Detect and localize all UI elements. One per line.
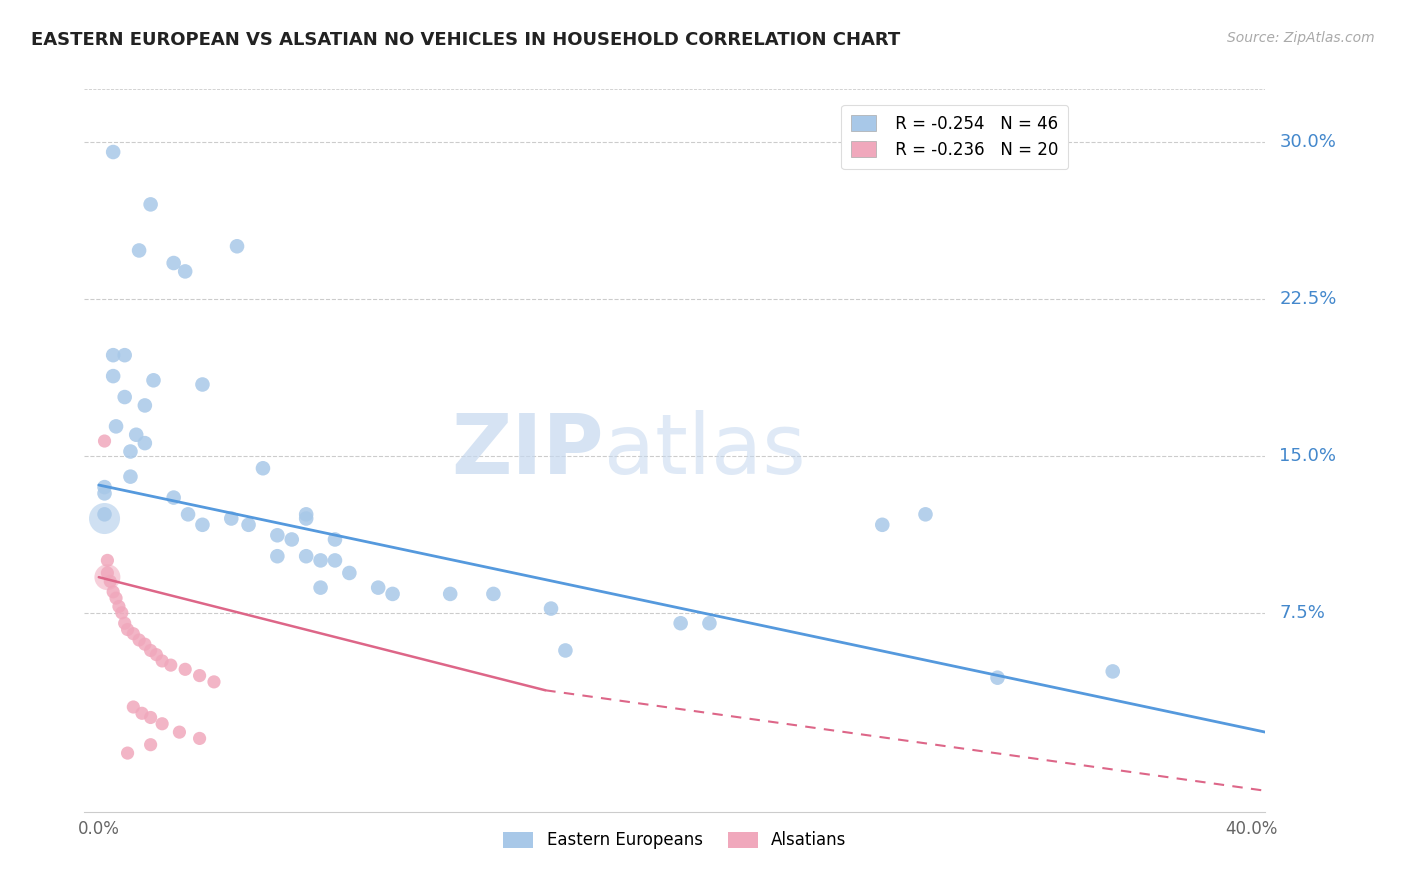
Point: [381, 587, 404, 601]
Point: [117, 623, 139, 637]
Point: [163, 491, 186, 505]
Point: [139, 197, 162, 211]
Text: ZIP: ZIP: [451, 410, 605, 491]
Point: [93, 511, 115, 525]
Point: [150, 654, 173, 668]
Point: [98, 574, 121, 589]
Point: [295, 549, 318, 564]
Point: [188, 668, 211, 682]
Point: [134, 637, 156, 651]
Point: [93, 486, 115, 500]
Point: [128, 632, 150, 647]
Point: [142, 373, 165, 387]
Point: [163, 256, 186, 270]
Point: [169, 725, 191, 739]
Point: [554, 643, 576, 657]
Text: 7.5%: 7.5%: [1279, 604, 1326, 622]
Point: [134, 436, 156, 450]
Point: [669, 616, 692, 631]
Point: [108, 599, 131, 614]
Point: [191, 377, 214, 392]
Point: [101, 584, 124, 599]
Point: [96, 553, 118, 567]
Point: [114, 616, 136, 631]
Text: Source: ZipAtlas.com: Source: ZipAtlas.com: [1227, 31, 1375, 45]
Point: [96, 566, 118, 580]
Point: [120, 469, 142, 483]
Point: [105, 591, 128, 606]
Point: [101, 145, 124, 159]
Point: [150, 716, 173, 731]
Point: [128, 244, 150, 258]
Point: [93, 434, 115, 448]
Text: EASTERN EUROPEAN VS ALSATIAN NO VEHICLES IN HOUSEHOLD CORRELATION CHART: EASTERN EUROPEAN VS ALSATIAN NO VEHICLES…: [31, 31, 900, 49]
Point: [309, 553, 332, 567]
Text: 22.5%: 22.5%: [1279, 290, 1337, 308]
Text: atlas: atlas: [605, 410, 806, 491]
Point: [202, 674, 225, 689]
Point: [111, 606, 134, 620]
Point: [122, 626, 145, 640]
Point: [337, 566, 360, 580]
Point: [281, 533, 304, 547]
Point: [323, 533, 346, 547]
Point: [252, 461, 274, 475]
Point: [266, 549, 288, 564]
Point: [986, 671, 1008, 685]
Point: [174, 662, 197, 676]
Point: [872, 517, 894, 532]
Point: [219, 511, 242, 525]
Point: [101, 369, 124, 384]
Point: [139, 643, 162, 657]
Point: [439, 587, 461, 601]
Point: [174, 264, 197, 278]
Point: [117, 746, 139, 760]
Point: [101, 348, 124, 362]
Point: [93, 480, 115, 494]
Point: [120, 444, 142, 458]
Text: 30.0%: 30.0%: [1279, 133, 1336, 151]
Point: [139, 710, 162, 724]
Point: [295, 508, 318, 522]
Point: [191, 517, 214, 532]
Point: [226, 239, 249, 253]
Point: [105, 419, 128, 434]
Point: [914, 508, 936, 522]
Legend: Eastern Europeans, Alsatians: Eastern Europeans, Alsatians: [495, 823, 855, 857]
Point: [159, 658, 181, 673]
Point: [114, 348, 136, 362]
Point: [188, 731, 211, 746]
Point: [134, 399, 156, 413]
Point: [266, 528, 288, 542]
Point: [96, 570, 118, 584]
Point: [93, 508, 115, 522]
Text: 15.0%: 15.0%: [1279, 447, 1336, 465]
Point: [367, 581, 389, 595]
Point: [139, 738, 162, 752]
Point: [114, 390, 136, 404]
Point: [131, 706, 153, 721]
Point: [323, 553, 346, 567]
Point: [482, 587, 505, 601]
Point: [238, 517, 260, 532]
Point: [540, 601, 562, 615]
Point: [177, 508, 200, 522]
Point: [125, 427, 148, 442]
Point: [699, 616, 721, 631]
Point: [1101, 665, 1123, 679]
Point: [295, 511, 318, 525]
Point: [309, 581, 332, 595]
Point: [145, 648, 167, 662]
Point: [122, 700, 145, 714]
